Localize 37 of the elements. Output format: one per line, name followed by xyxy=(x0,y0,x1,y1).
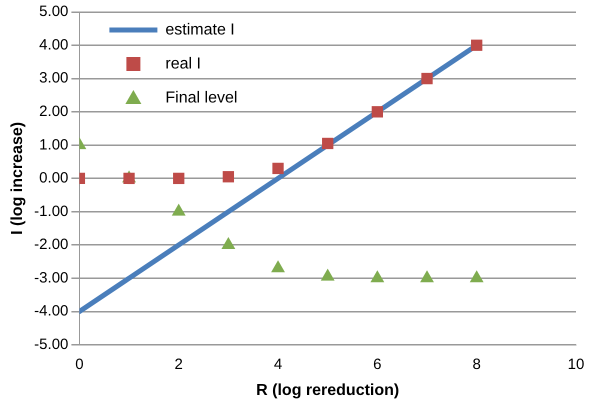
y-tick-label: 3.00 xyxy=(39,70,68,87)
y-tick-label: 1.00 xyxy=(39,136,68,154)
point xyxy=(221,236,236,249)
x-tick-label: 8 xyxy=(472,356,481,373)
point xyxy=(320,268,335,281)
y-axis-title: I (log increase) xyxy=(9,122,26,235)
y-tick-label: 4.00 xyxy=(39,36,68,54)
point xyxy=(471,40,482,51)
y-tick-label: 2.00 xyxy=(39,102,68,120)
x-tick-label: 6 xyxy=(373,356,382,373)
y-tick-label: -3.00 xyxy=(34,269,68,286)
point xyxy=(222,171,234,182)
y-tick-label: 5.00 xyxy=(39,3,68,20)
point xyxy=(172,204,186,216)
point xyxy=(271,260,285,272)
point xyxy=(470,270,484,282)
point xyxy=(173,172,184,184)
y-tick-label: -1.00 xyxy=(34,202,68,220)
x-axis-title: R (log rereduction) xyxy=(256,382,400,399)
point xyxy=(322,138,334,150)
y-tick-label: -4.00 xyxy=(34,302,68,320)
x-tick-label: 0 xyxy=(75,356,84,373)
x-tick-label: 2 xyxy=(174,356,183,373)
x-tick-label: 10 xyxy=(568,356,584,373)
y-tick-label: -2.00 xyxy=(34,236,68,254)
point xyxy=(372,106,384,118)
point xyxy=(123,172,135,184)
legend-label: Final level xyxy=(165,89,238,106)
point xyxy=(421,72,433,84)
point xyxy=(272,162,284,174)
point xyxy=(420,270,434,282)
point xyxy=(370,270,384,282)
x-tick-label: 4 xyxy=(274,356,282,373)
y-tick-label: -5.00 xyxy=(34,336,68,353)
legend-label: real I xyxy=(165,55,201,72)
legend-label: estimate I xyxy=(165,21,235,38)
y-tick-label: 0.00 xyxy=(39,170,68,187)
